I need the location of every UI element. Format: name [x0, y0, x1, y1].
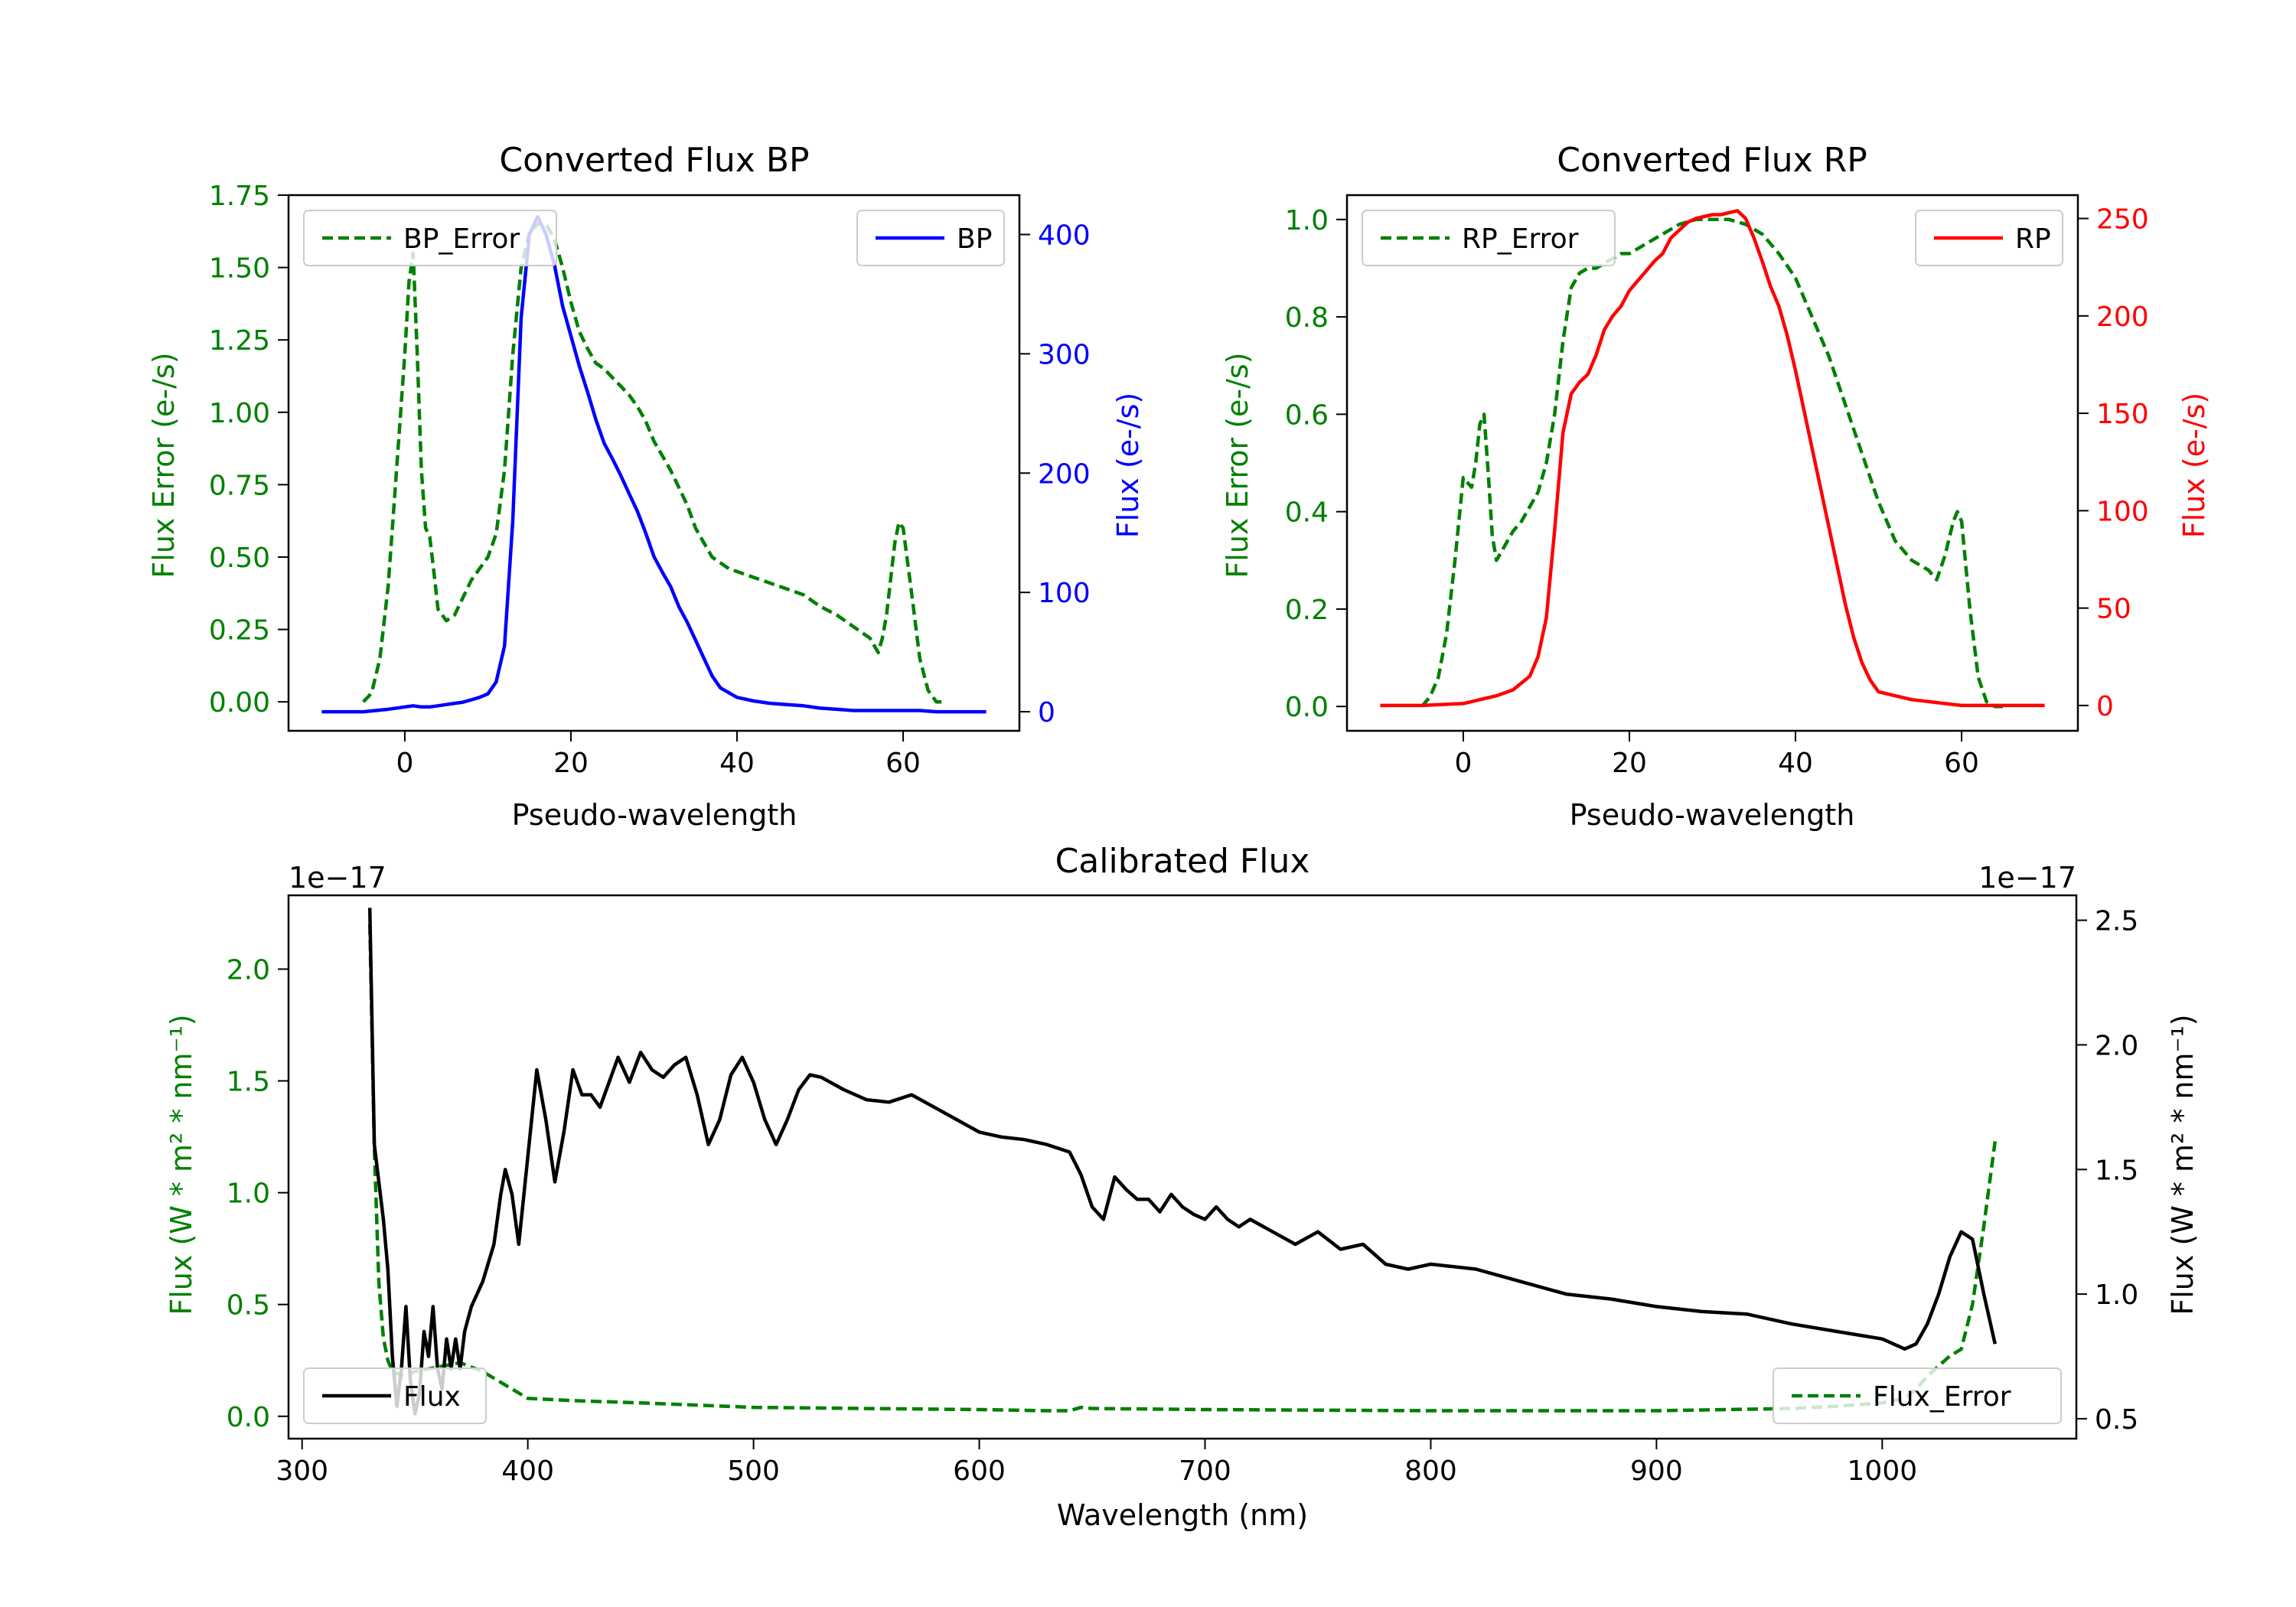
y-tick-label-right: 250: [2096, 204, 2149, 236]
panel-converted-flux-bp: Converted Flux BP Pseudo-wavelength Flux…: [147, 141, 1145, 832]
y-tick-label-right: 400: [1038, 220, 1091, 251]
y-tick-label-left: 0.0: [1285, 692, 1329, 723]
y-tick-label-right: 100: [1038, 578, 1091, 609]
y-axis-label-right: Flux (e-/s): [1111, 393, 1145, 538]
y-tick-label-right: 50: [2096, 594, 2131, 625]
legend-left: Flux: [303, 1367, 487, 1424]
x-axis-label: Pseudo-wavelength: [1570, 798, 1855, 832]
x-tick-label: 40: [1778, 748, 1813, 779]
y-tick-label-left: 0.25: [209, 615, 270, 647]
legend-label: BP_Error: [403, 223, 520, 255]
y-tick-label-right: 100: [2096, 496, 2149, 527]
series-line-bp-error: [362, 222, 945, 704]
legend-label: RP: [2015, 223, 2051, 255]
y-tick-label-left: 0.50: [209, 543, 270, 574]
panel-calibrated-flux: Calibrated Flux Wavelength (nm) Flux (W …: [165, 842, 2200, 1532]
x-tick-label: 0: [396, 748, 413, 779]
series-line-flux: [367, 908, 1997, 1416]
panel-converted-flux-rp: Converted Flux RP Pseudo-wavelength Flux…: [1221, 141, 2211, 832]
y-tick-label-left: 0.6: [1285, 399, 1329, 431]
y-tick-label-left: 0.2: [1285, 595, 1329, 626]
y-tick-label-left: 0.5: [227, 1290, 270, 1322]
series-line-rp-error: [1420, 217, 2004, 709]
x-tick-label: 900: [1630, 1455, 1683, 1487]
series-line-rp: [1380, 209, 2045, 708]
x-tick-label: 600: [953, 1455, 1006, 1487]
legend-label: RP_Error: [1462, 223, 1579, 255]
y-tick-label-left: 1.5: [227, 1067, 270, 1098]
x-tick-label: 500: [727, 1455, 780, 1487]
x-tick-label: 40: [719, 748, 755, 779]
y-tick-label-right: 1.0: [2095, 1279, 2138, 1311]
offset-label-left: 1e−17: [289, 861, 386, 895]
y-tick-label-right: 1.5: [2095, 1155, 2138, 1186]
y-tick-label-right: 0: [2096, 691, 2114, 722]
legend-right: RP: [1915, 210, 2063, 266]
legend-left: RP_Error: [1362, 210, 1616, 266]
legend-right: BP: [856, 210, 1005, 266]
y-tick-label-right: 0: [1038, 697, 1055, 729]
y-tick-label-left: 0.8: [1285, 302, 1329, 334]
series-group: [321, 214, 987, 714]
y-tick-label-left: 0.75: [209, 470, 270, 501]
x-tick-label: 20: [553, 748, 589, 779]
legend-left: BP_Error: [303, 210, 557, 266]
axes-frame: [1345, 194, 2079, 732]
y-tick-label-left: 1.25: [209, 325, 270, 357]
chart-title: Calibrated Flux: [1055, 842, 1310, 881]
y-tick-label-right: 200: [1038, 458, 1091, 490]
x-tick-label: 300: [276, 1455, 328, 1487]
y-tick-label-right: 150: [2096, 399, 2149, 430]
legend-label: Flux: [403, 1381, 461, 1413]
x-axis-label: Wavelength (nm): [1057, 1498, 1308, 1532]
y-axis-label-left: Flux Error (e-/s): [1221, 352, 1254, 578]
x-tick-label: 700: [1179, 1455, 1231, 1487]
y-tick-label-left: 2.0: [227, 954, 270, 986]
legend-box: [1773, 1367, 2062, 1424]
x-tick-label: 800: [1404, 1455, 1457, 1487]
y-tick-label-left: 0.0: [227, 1402, 270, 1433]
chart-title: Converted Flux BP: [499, 141, 809, 180]
y-tick-label-right: 200: [2096, 302, 2149, 333]
legend-label: Flux_Error: [1873, 1381, 2011, 1413]
y-tick-label-left: 1.75: [209, 181, 270, 212]
y-tick-label-left: 0.00: [209, 687, 270, 719]
y-tick-label-left: 1.00: [209, 398, 270, 429]
y-tick-label-left: 1.0: [1285, 205, 1329, 236]
legend-box: [1362, 210, 1616, 266]
y-tick-label-left: 1.0: [227, 1178, 270, 1210]
x-tick-label: 1000: [1848, 1455, 1918, 1487]
x-tick-label: 0: [1454, 748, 1472, 779]
series-line-bp: [321, 214, 987, 714]
y-axis-label-right: Flux (W * m² * nm⁻¹): [2166, 1014, 2200, 1315]
axes-frame: [287, 894, 2078, 1440]
legend-box: [303, 1367, 487, 1424]
x-tick-label: 400: [501, 1455, 554, 1487]
series-group: [1380, 209, 2045, 709]
x-tick-label: 60: [1944, 748, 1979, 779]
y-tick-label-left: 0.4: [1285, 497, 1329, 529]
x-axis-label: Pseudo-wavelength: [512, 798, 797, 832]
y-tick-label-right: 300: [1038, 339, 1091, 370]
chart-title: Converted Flux RP: [1557, 141, 1867, 180]
y-tick-label-right: 0.5: [2095, 1404, 2138, 1436]
legend-right: Flux_Error: [1773, 1367, 2062, 1424]
y-axis-label-right: Flux (e-/s): [2177, 393, 2211, 538]
legend-label: BP: [957, 223, 992, 255]
y-axis-label-left: Flux Error (e-/s): [147, 352, 181, 578]
offset-label-right: 1e−17: [1978, 861, 2076, 895]
x-tick-label: 60: [885, 748, 921, 779]
y-tick-label-left: 1.50: [209, 253, 270, 285]
y-axis-label-left: Flux (W * m² * nm⁻¹): [165, 1014, 198, 1315]
x-tick-label: 20: [1612, 748, 1647, 779]
axes-frame: [287, 194, 1021, 732]
y-tick-label-right: 2.5: [2095, 906, 2138, 937]
legend-box: [303, 210, 557, 266]
y-tick-label-right: 2.0: [2095, 1030, 2138, 1061]
